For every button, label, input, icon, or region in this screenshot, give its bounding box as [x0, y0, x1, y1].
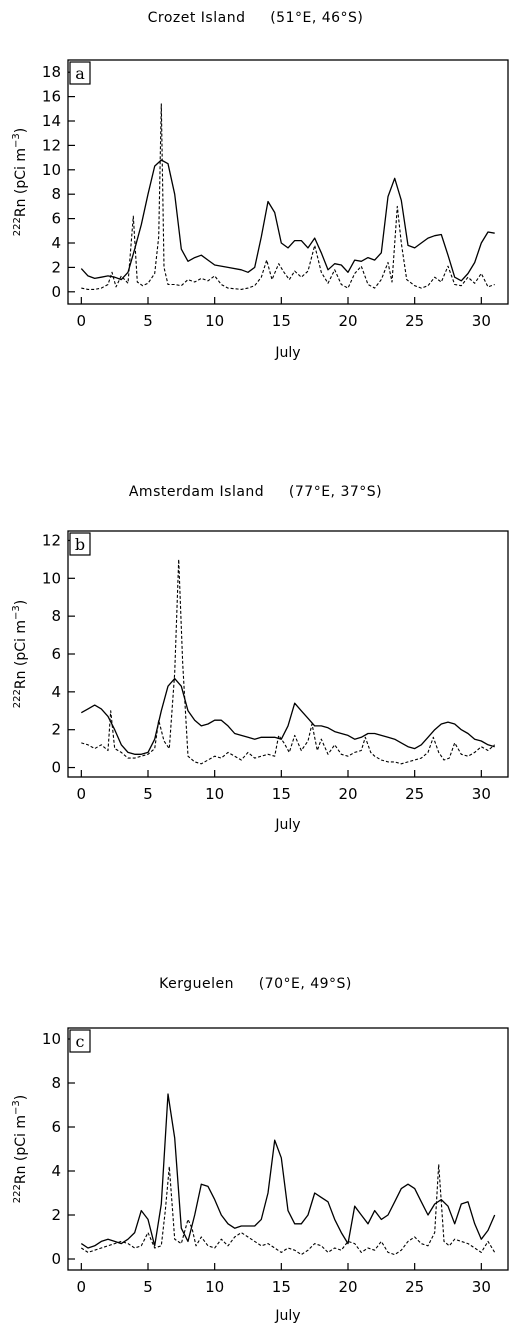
y-axis-label: 222Rn (pCi m−3): [11, 128, 29, 236]
y-tick-label: 2: [51, 1206, 61, 1224]
y-tick-label: 0: [51, 759, 61, 777]
y-tick-label: 12: [42, 531, 61, 549]
x-tick-label: 10: [205, 785, 224, 803]
x-tick-label: 20: [338, 312, 357, 330]
x-tick-label: 20: [338, 785, 357, 803]
x-tick-label: 0: [77, 312, 87, 330]
y-tick-label: 0: [51, 1250, 61, 1268]
y-tick-label: 4: [51, 234, 61, 252]
y-axis-label: 222Rn (pCi m−3): [11, 1095, 29, 1203]
x-tick-label: 30: [472, 785, 491, 803]
x-tick-label: 20: [338, 1278, 357, 1296]
panel-label-box: [69, 532, 91, 556]
y-tick-label: 6: [51, 645, 61, 663]
x-tick-label: 10: [205, 312, 224, 330]
series-line-solid: [80, 159, 495, 282]
y-axis-label-exponent: −3: [11, 133, 22, 148]
y-tick-label: 6: [51, 1118, 61, 1136]
y-axis-label-exponent: −3: [11, 1100, 22, 1115]
y-tick-label: 10: [42, 1030, 61, 1048]
y-tick-label: 2: [51, 721, 61, 739]
series-line-solid: [80, 1093, 496, 1249]
y-tick-label: 0: [51, 283, 61, 301]
x-tick-label: 15: [272, 785, 291, 803]
panel-label: c: [76, 1032, 85, 1051]
y-axis-label-isotope: 222: [12, 217, 23, 236]
x-tick-label: 10: [205, 1278, 224, 1296]
series-line-dashed: [80, 1163, 496, 1256]
chart-crozet: 0 5 10 15 20 25 30 0 2 4 6 8 10 12 14 16 18 July 222Rn (pC…: [11, 59, 509, 361]
y-tick-label: 10: [42, 161, 61, 179]
y-tick-label: 10: [42, 569, 61, 587]
y-tick-label: 4: [51, 683, 61, 701]
y-tick-label: 8: [51, 1074, 61, 1092]
y-axis-label-text: Rn (pCi m: [13, 148, 29, 217]
x-tick-label: 25: [405, 785, 424, 803]
y-tick-label: 4: [51, 1162, 61, 1180]
x-tick-label: 5: [143, 1278, 153, 1296]
y-axis-label-text: Rn (pCi m: [13, 1115, 29, 1184]
x-axis-label: July: [274, 1308, 300, 1324]
x-tick-label: 0: [77, 1278, 87, 1296]
y-tick-label: 8: [51, 607, 61, 625]
y-axis-label-close: ): [13, 600, 29, 605]
plot-frame: [67, 59, 509, 305]
x-tick-label: 30: [472, 1278, 491, 1296]
series-line-dashed: [81, 558, 496, 765]
plot-frame: [67, 1027, 509, 1271]
series-line-dashed: [81, 103, 495, 290]
panel-label-box: [69, 1029, 91, 1053]
x-axis-label: July: [274, 345, 300, 361]
x-tick-label: 25: [405, 312, 424, 330]
y-tick-label: 6: [51, 210, 61, 228]
y-tick-label: 12: [42, 136, 61, 154]
y-axis-label-close: ): [13, 1095, 29, 1100]
chart-title-kerguelen: Kerguelen (70°E, 49°S): [159, 976, 352, 992]
x-tick-label: 5: [143, 785, 153, 803]
x-tick-label: 5: [143, 312, 153, 330]
x-tick-label: 15: [272, 312, 291, 330]
x-tick-label: 15: [272, 1278, 291, 1296]
series-line-solid: [80, 677, 495, 755]
panel-label: b: [75, 535, 85, 554]
x-tick-label: 0: [77, 785, 87, 803]
x-tick-label: 25: [405, 1278, 424, 1296]
panel-label-box: [69, 61, 91, 85]
chart-amsterdam: 0 5 10 15 20 25 30 0 2 4 6 8 10 12 July 222Rn (pCi m−3)…: [11, 530, 509, 833]
y-axis-label: 222Rn (pCi m−3): [11, 600, 29, 708]
y-axis-label-close: ): [13, 128, 29, 133]
y-tick-label: 14: [42, 112, 61, 130]
x-tick-label: 30: [472, 312, 491, 330]
panel-label: a: [75, 64, 85, 83]
y-axis-label-isotope: 222: [12, 1184, 23, 1203]
y-tick-label: 16: [42, 88, 61, 106]
chart-title-crozet: Crozet Island (51°E, 46°S): [147, 10, 364, 26]
y-tick-label: 8: [51, 185, 61, 203]
y-tick-label: 18: [42, 63, 61, 81]
x-axis-label: July: [274, 817, 300, 833]
y-axis-label-exponent: −3: [11, 605, 22, 620]
y-axis-label-isotope: 222: [12, 689, 23, 708]
y-tick-label: 2: [51, 258, 61, 276]
chart-title-amsterdam: Amsterdam Island (77°E, 37°S): [128, 484, 383, 500]
y-axis-label-text: Rn (pCi m: [13, 620, 29, 689]
